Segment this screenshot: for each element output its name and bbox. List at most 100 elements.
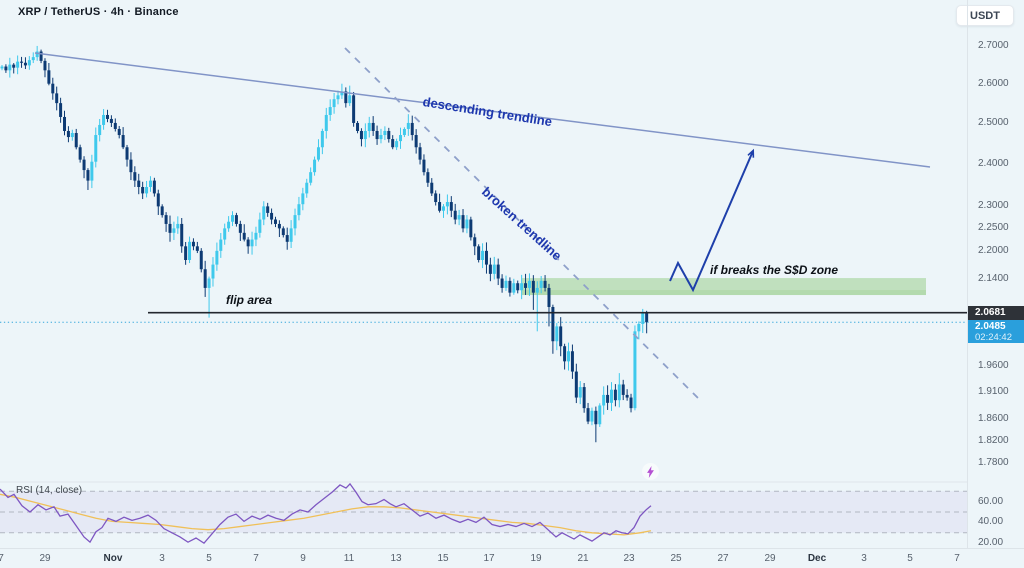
rsi-line	[0, 482, 652, 545]
candle	[145, 180, 149, 198]
candle	[512, 278, 516, 295]
last-price-badge: 2.0485 02:24:42	[968, 320, 1024, 344]
candle	[508, 277, 512, 297]
candle	[582, 383, 586, 413]
candle	[227, 216, 231, 232]
candle	[285, 227, 289, 250]
candle	[63, 110, 67, 136]
candle	[242, 224, 246, 242]
candle	[191, 238, 195, 251]
candle	[617, 373, 621, 408]
candle	[465, 215, 469, 234]
price-axis-label: 1.8200	[978, 434, 1009, 446]
descending-trendline-line[interactable]	[34, 52, 931, 168]
candle	[262, 201, 266, 226]
candle	[371, 116, 375, 136]
candle	[293, 208, 297, 236]
candle	[344, 87, 348, 108]
candle	[273, 216, 277, 228]
candle	[82, 156, 86, 179]
candle	[125, 144, 129, 167]
time-axis-label: 29	[39, 553, 51, 564]
candle	[645, 310, 649, 334]
candle	[539, 275, 543, 294]
symbol-title[interactable]: XRP / TetherUS · 4h · Binance	[18, 6, 179, 18]
price-axis[interactable]: 2.7000 2.6000 2.5000 2.4000 2.3000 2.2500 2.20…	[967, 0, 1024, 548]
time-axis-label: 9	[300, 553, 306, 564]
candle	[391, 135, 395, 150]
candle	[31, 52, 35, 64]
candle	[633, 325, 637, 411]
candle	[199, 248, 203, 273]
price-axis-label: 2.2000	[978, 244, 1009, 256]
supply-demand-zone[interactable]	[522, 278, 926, 296]
candle	[168, 215, 172, 242]
candle	[461, 209, 465, 233]
projection-arrow[interactable]	[669, 151, 753, 293]
time-axis-label: 5	[907, 553, 913, 564]
candle	[488, 257, 492, 282]
currency-toggle-button[interactable]: USDT	[956, 5, 1014, 26]
candle	[277, 220, 281, 238]
candle	[418, 142, 422, 165]
price-chart-canvas[interactable]	[0, 0, 967, 548]
candle	[559, 317, 563, 357]
bar-countdown: 02:24:42	[975, 332, 1012, 344]
supply-demand-zone-edge	[522, 290, 926, 296]
candle	[363, 123, 367, 148]
candle	[625, 389, 629, 401]
candle	[473, 233, 477, 256]
candle	[258, 212, 262, 238]
candle	[590, 407, 594, 426]
candle	[90, 154, 94, 189]
candle	[567, 342, 571, 371]
candle	[20, 56, 24, 68]
time-axis-label: 7	[0, 553, 4, 564]
annotation-flip-area[interactable]: flip area	[226, 293, 273, 307]
candle	[141, 181, 145, 200]
candle	[12, 63, 16, 74]
candle	[51, 77, 55, 100]
time-axis-label: 27	[717, 553, 729, 564]
candle	[102, 109, 106, 130]
candle	[395, 138, 399, 151]
time-axis-label: 15	[437, 553, 449, 564]
candle	[481, 243, 485, 269]
candle	[520, 274, 524, 300]
time-axis-label: 25	[670, 553, 682, 564]
candle	[359, 128, 363, 147]
candle	[492, 256, 496, 280]
candle	[176, 216, 180, 234]
candle	[211, 257, 215, 287]
time-axis-label: 3	[861, 553, 867, 564]
candle	[516, 280, 520, 294]
candle	[231, 211, 235, 227]
candle	[336, 90, 340, 105]
candle	[555, 323, 559, 351]
candle	[399, 127, 403, 149]
annotation-sd-zone[interactable]: if breaks the S$D zone	[710, 263, 839, 277]
last-price-value: 2.0485	[975, 321, 1006, 333]
candle	[426, 168, 430, 187]
candle	[340, 83, 344, 99]
time-axis-label: 23	[623, 553, 635, 564]
price-axis-label: 2.5000	[978, 116, 1009, 128]
time-axis[interactable]: 7 29 Nov 3 5 7 9 11 13 15 17 19 21 23 25 27 29 Dec 3 5 7	[0, 548, 1024, 568]
candle	[160, 204, 164, 218]
time-axis-label: 11	[343, 553, 355, 564]
candle	[148, 176, 152, 192]
candle	[629, 393, 633, 413]
rsi-indicator-label[interactable]: RSI (14, close)	[16, 485, 83, 496]
candle	[316, 139, 320, 162]
candle	[434, 190, 438, 206]
candle	[266, 202, 270, 217]
candle	[223, 223, 227, 245]
candles	[0, 45, 649, 443]
lightning-bolt-icon[interactable]	[642, 463, 659, 480]
time-axis-label: Dec	[807, 553, 827, 564]
candle	[0, 65, 4, 71]
candle	[504, 275, 508, 291]
candle	[547, 283, 551, 327]
candle	[23, 57, 27, 70]
candle	[500, 274, 504, 293]
